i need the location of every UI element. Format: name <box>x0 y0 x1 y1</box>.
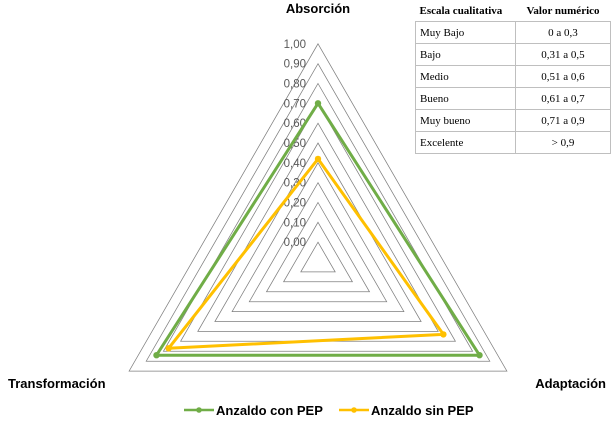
legend-label-sin-pep: Anzaldo sin PEP <box>371 403 474 418</box>
legend-item-con-pep: Anzaldo con PEP <box>184 403 323 418</box>
data-point-sin-pep <box>314 155 322 163</box>
value-cell: > 0,9 <box>515 131 611 154</box>
radial-tick-label: 0,90 <box>284 59 306 71</box>
radial-tick-label: 0,80 <box>284 79 306 91</box>
scale-cell: Muy Bajo <box>415 21 516 44</box>
table-row: Bueno 0,61 a 0,7 <box>415 87 611 110</box>
radial-tick-label: 0,40 <box>284 158 306 170</box>
scale-cell: Medio <box>415 65 516 88</box>
data-point-sin-pep <box>440 331 447 338</box>
scale-cell: Excelente <box>415 131 516 154</box>
table-row: Excelente > 0,9 <box>415 131 611 154</box>
legend-marker-con-pep <box>196 407 202 413</box>
grid-ring <box>214 142 422 322</box>
grid-ring <box>231 162 405 312</box>
value-cell: 0,71 a 0,9 <box>515 109 611 132</box>
legend: Anzaldo con PEP Anzaldo sin PEP <box>184 403 474 418</box>
table-row: Muy Bajo 0 a 0,3 <box>415 21 611 44</box>
table-row: Medio 0,51 a 0,6 <box>415 65 611 88</box>
value-cell: 0,31 a 0,5 <box>515 43 611 66</box>
radial-tick-label: 0,60 <box>284 118 306 130</box>
grid-ring <box>248 181 388 303</box>
radial-tick-label: 0,70 <box>284 98 306 110</box>
legend-marker-sin-pep <box>351 407 357 413</box>
grid-ring <box>162 82 474 352</box>
grid-ring <box>300 241 336 273</box>
series-line-con-pep <box>155 101 481 357</box>
table-row: Muy bueno 0,71 a 0,9 <box>415 109 611 132</box>
data-point-con-pep <box>476 352 483 359</box>
qualitative-scale-table: Escala cualitativa Valor numérico Muy Ba… <box>415 1 611 154</box>
legend-label-con-pep: Anzaldo con PEP <box>216 403 323 418</box>
radial-tick-label: 0,10 <box>284 217 306 229</box>
data-point-con-pep <box>314 100 322 107</box>
value-cell: 0,61 a 0,7 <box>515 87 611 110</box>
axis-label-transformacion: Transformación <box>8 376 106 391</box>
grid-ring <box>145 62 491 362</box>
series-line-sin-pep <box>167 157 445 350</box>
header-valor: Valor numérico <box>515 1 611 22</box>
value-cell: 0 a 0,3 <box>515 21 611 44</box>
value-cell: 0,51 a 0,6 <box>515 65 611 88</box>
grid-ring <box>128 43 508 372</box>
data-point-con-pep <box>153 352 160 359</box>
radar-series <box>153 100 483 359</box>
header-escala: Escala cualitativa <box>415 1 516 22</box>
radial-tick-label: 0,20 <box>284 198 306 210</box>
grid-ring <box>282 221 354 283</box>
radial-tick-label: 0,00 <box>284 237 306 249</box>
grid-ring <box>197 122 439 332</box>
radial-tick-labels: 0,000,100,200,300,400,500,600,700,800,90… <box>284 39 306 249</box>
radial-tick-label: 1,00 <box>284 39 306 51</box>
scale-cell: Bueno <box>415 87 516 110</box>
scale-cell: Bajo <box>415 43 516 66</box>
table-header-row: Escala cualitativa Valor numérico <box>415 1 611 22</box>
grid-ring <box>265 201 371 293</box>
scale-cell: Muy bueno <box>415 109 516 132</box>
table-row: Bajo 0,31 a 0,5 <box>415 43 611 66</box>
axis-label-absorcion: Absorción <box>286 1 350 16</box>
axis-label-adaptacion: Adaptación <box>535 376 606 391</box>
data-point-sin-pep <box>165 345 172 352</box>
legend-item-sin-pep: Anzaldo sin PEP <box>339 403 474 418</box>
